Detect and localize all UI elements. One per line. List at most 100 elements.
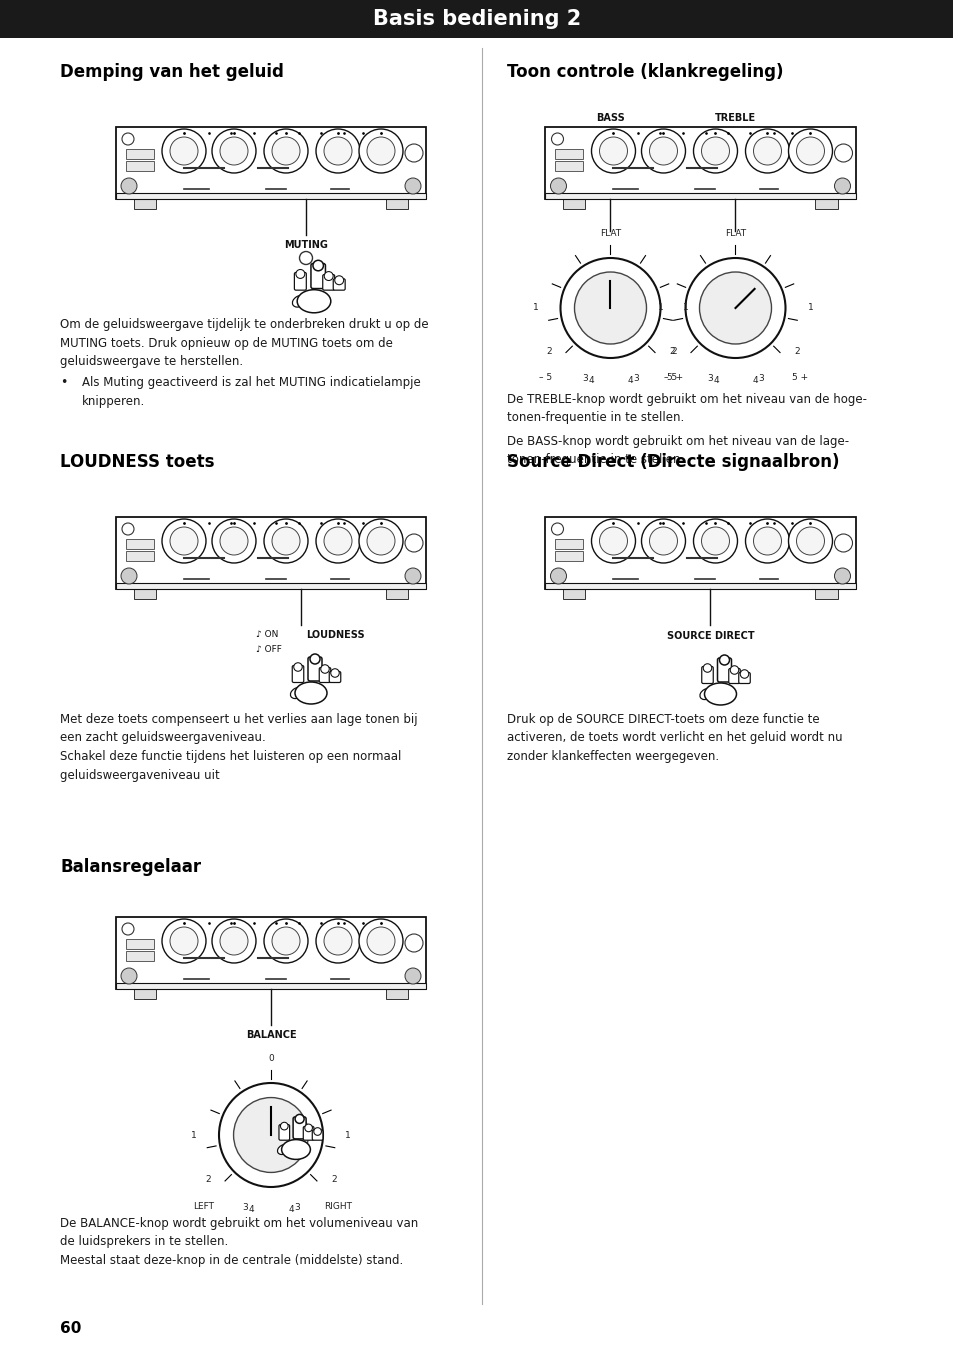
Circle shape xyxy=(310,654,319,664)
Text: 1: 1 xyxy=(807,304,813,313)
Circle shape xyxy=(280,1122,288,1130)
Circle shape xyxy=(405,178,420,194)
FancyBboxPatch shape xyxy=(116,517,426,590)
FancyBboxPatch shape xyxy=(116,193,426,200)
Text: Balansregelaar: Balansregelaar xyxy=(60,858,201,876)
Text: •: • xyxy=(60,376,68,389)
Ellipse shape xyxy=(700,688,712,700)
Text: Source Direct (Directe signaalbron): Source Direct (Directe signaalbron) xyxy=(506,453,839,471)
Circle shape xyxy=(121,969,137,983)
Text: 1: 1 xyxy=(345,1130,351,1140)
FancyBboxPatch shape xyxy=(126,550,153,561)
Text: 1: 1 xyxy=(657,304,662,313)
Circle shape xyxy=(834,568,850,584)
Circle shape xyxy=(788,130,832,173)
Ellipse shape xyxy=(277,1144,289,1155)
Text: 2: 2 xyxy=(671,347,677,356)
Circle shape xyxy=(294,662,302,672)
Circle shape xyxy=(834,534,852,552)
Circle shape xyxy=(162,519,206,563)
Circle shape xyxy=(405,568,420,584)
Circle shape xyxy=(550,568,566,584)
Text: ♪ ON: ♪ ON xyxy=(255,630,278,639)
Circle shape xyxy=(162,919,206,963)
Circle shape xyxy=(315,519,359,563)
Ellipse shape xyxy=(294,683,327,704)
FancyBboxPatch shape xyxy=(815,200,837,209)
Circle shape xyxy=(729,666,738,674)
Text: MUTING: MUTING xyxy=(284,240,328,250)
Circle shape xyxy=(264,919,308,963)
Circle shape xyxy=(331,669,339,677)
Circle shape xyxy=(358,130,402,173)
FancyBboxPatch shape xyxy=(728,669,740,684)
FancyBboxPatch shape xyxy=(278,1125,290,1140)
Ellipse shape xyxy=(703,683,736,706)
Circle shape xyxy=(649,527,677,554)
FancyBboxPatch shape xyxy=(292,665,303,683)
Circle shape xyxy=(212,519,255,563)
Circle shape xyxy=(649,138,677,165)
Circle shape xyxy=(315,130,359,173)
Circle shape xyxy=(796,138,823,165)
Ellipse shape xyxy=(297,290,331,313)
Circle shape xyxy=(294,1114,304,1124)
FancyBboxPatch shape xyxy=(386,590,408,599)
Circle shape xyxy=(560,258,659,357)
Circle shape xyxy=(170,138,198,165)
Circle shape xyxy=(272,138,299,165)
FancyBboxPatch shape xyxy=(116,583,426,590)
Text: LOUDNESS: LOUDNESS xyxy=(306,630,364,639)
FancyBboxPatch shape xyxy=(133,989,156,1000)
Text: FLAT: FLAT xyxy=(724,229,745,237)
Text: Om de geluidsweergave tijdelijk te onderbreken drukt u op de
MUTING toets. Druk : Om de geluidsweergave tijdelijk te onder… xyxy=(60,318,428,368)
Circle shape xyxy=(122,134,133,144)
Circle shape xyxy=(700,138,729,165)
Text: LEFT: LEFT xyxy=(193,1202,214,1211)
Circle shape xyxy=(212,130,255,173)
Circle shape xyxy=(219,1083,323,1187)
FancyBboxPatch shape xyxy=(126,951,153,960)
Ellipse shape xyxy=(290,688,303,699)
Circle shape xyxy=(405,934,422,952)
Circle shape xyxy=(264,519,308,563)
FancyBboxPatch shape xyxy=(555,550,583,561)
Text: 4: 4 xyxy=(248,1205,253,1214)
Circle shape xyxy=(295,270,305,278)
Circle shape xyxy=(304,1124,312,1132)
Circle shape xyxy=(220,927,248,955)
Text: Demping van het geluid: Demping van het geluid xyxy=(60,63,284,81)
Circle shape xyxy=(324,138,352,165)
Circle shape xyxy=(170,527,198,554)
Circle shape xyxy=(405,144,422,162)
Text: 1: 1 xyxy=(191,1130,196,1140)
Text: 4: 4 xyxy=(626,376,632,384)
Ellipse shape xyxy=(293,295,306,308)
Circle shape xyxy=(693,519,737,563)
FancyBboxPatch shape xyxy=(293,1117,306,1139)
Circle shape xyxy=(834,144,852,162)
Text: 2: 2 xyxy=(793,347,799,356)
Text: Druk op de SOURCE DIRECT-toets om deze functie te
activeren, de toets wordt verl: Druk op de SOURCE DIRECT-toets om deze f… xyxy=(506,714,841,764)
Circle shape xyxy=(685,258,784,357)
Circle shape xyxy=(367,927,395,955)
Circle shape xyxy=(367,138,395,165)
Text: 1: 1 xyxy=(682,304,688,313)
Circle shape xyxy=(405,534,422,552)
FancyBboxPatch shape xyxy=(308,657,322,681)
Circle shape xyxy=(405,969,420,983)
FancyBboxPatch shape xyxy=(133,200,156,209)
Circle shape xyxy=(702,664,711,672)
FancyBboxPatch shape xyxy=(333,279,345,290)
Text: 3: 3 xyxy=(706,374,712,383)
FancyBboxPatch shape xyxy=(386,200,408,209)
FancyBboxPatch shape xyxy=(126,148,153,159)
Ellipse shape xyxy=(281,1140,310,1159)
FancyBboxPatch shape xyxy=(312,1130,322,1140)
Circle shape xyxy=(272,527,299,554)
Circle shape xyxy=(272,927,299,955)
Text: Als Muting geactiveerd is zal het MUTING indicatielampje
knipperen.: Als Muting geactiveerd is zal het MUTING… xyxy=(82,376,420,407)
Text: TREBLE: TREBLE xyxy=(714,113,756,123)
FancyBboxPatch shape xyxy=(329,672,340,683)
Circle shape xyxy=(233,1098,308,1172)
